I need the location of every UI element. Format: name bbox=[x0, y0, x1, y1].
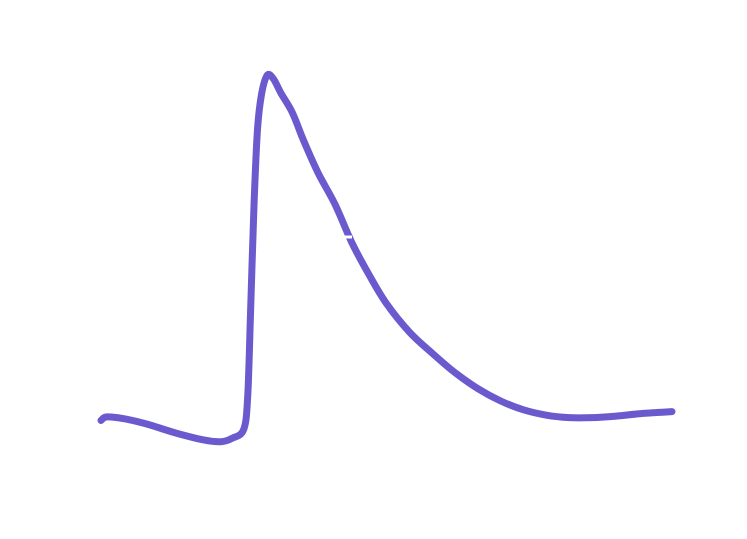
series-line-0 bbox=[97, 70, 676, 446]
